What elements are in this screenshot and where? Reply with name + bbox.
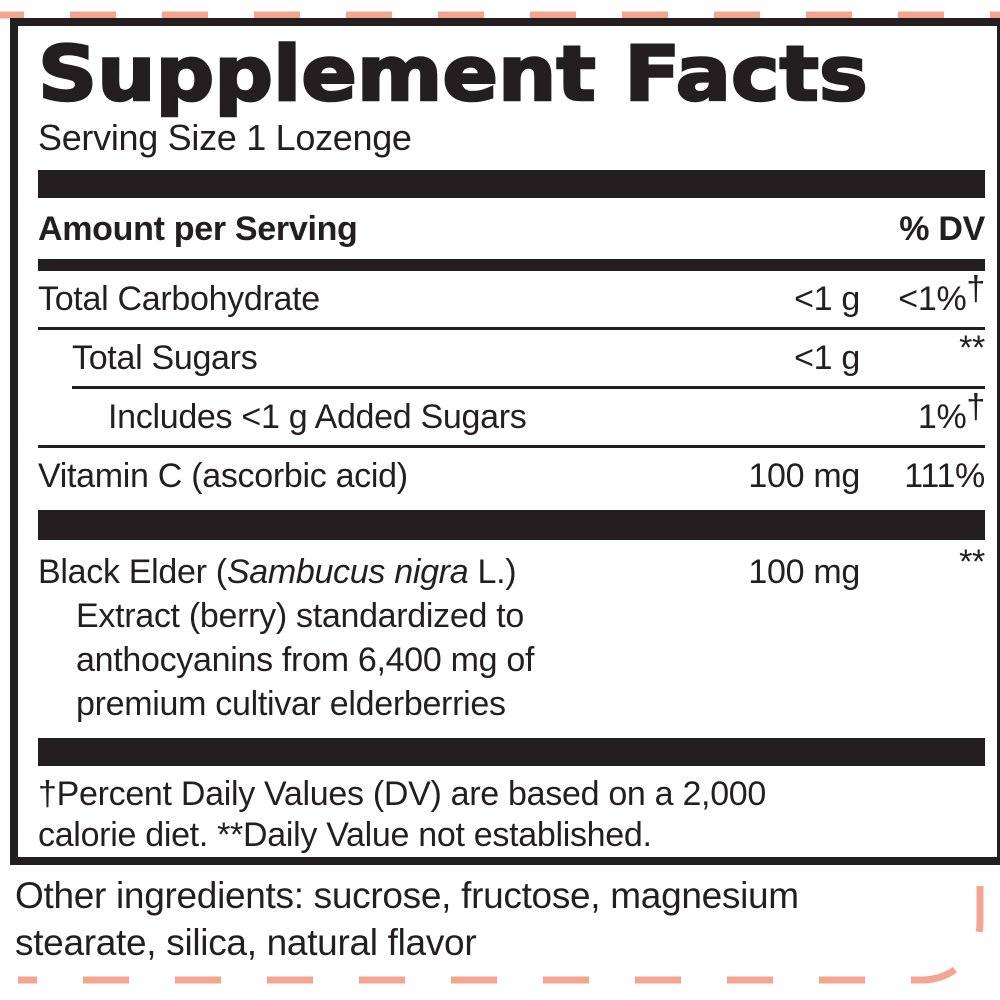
nutrient-amount: 100 mg	[748, 457, 860, 495]
nutrient-row: Total Sugars <1 g **	[38, 329, 985, 386]
nutrient-rows: Total Carbohydrate <1 g <1%† Total Sugar…	[38, 270, 985, 504]
botanical-latin-name: Sambucus nigra	[226, 553, 469, 591]
botanical-continuation-line: premium cultivar elderberries	[76, 685, 506, 723]
serving-size: Serving Size 1 Lozenge	[38, 117, 412, 158]
botanical-first-line: Black Elder (Sambucus nigra L.) 100 mg *…	[38, 543, 985, 594]
row-divider	[38, 445, 985, 448]
other-ingredients-line: Other ingredients: sucrose, fructose, ma…	[15, 875, 799, 916]
nutrient-dv: 111%	[904, 457, 985, 495]
supplement-facts-panel: Supplement Facts Serving Size 1 Lozenge …	[10, 18, 1000, 865]
botanical-continuation-line: anthocyanins from 6,400 mg of	[76, 641, 535, 679]
botanical-row: Black Elder (Sambucus nigra L.) 100 mg *…	[38, 540, 985, 726]
botanical-amount: 100 mg	[748, 553, 860, 591]
column-header-row: Amount per Serving % DV	[38, 198, 985, 259]
nutrient-row: Includes <1 g Added Sugars 1%†	[38, 388, 985, 445]
nutrient-name: Total Sugars	[72, 339, 258, 377]
separator-bar-header	[38, 259, 985, 271]
botanical-dv: **	[959, 543, 985, 582]
other-ingredients: Other ingredients: sucrose, fructose, ma…	[15, 872, 975, 966]
botanical-continuation: Extract (berry) standardized to anthocyan…	[38, 594, 985, 726]
botanical-name: Black Elder (Sambucus nigra L.)	[38, 553, 517, 591]
separator-bar-middle	[38, 510, 985, 540]
nutrient-dv: <1%†	[898, 270, 985, 318]
nutrient-row: Vitamin C (ascorbic acid) 100 mg 111%	[38, 448, 985, 504]
separator-bar-bottom	[38, 738, 985, 766]
nutrient-amount: <1 g	[794, 280, 860, 318]
nutrient-name: Vitamin C (ascorbic acid)	[38, 457, 408, 495]
nutrient-name: Includes <1 g Added Sugars	[108, 398, 527, 436]
percent-dv-header: % DV	[899, 210, 985, 248]
footnote: †Percent Daily Values (DV) are based on …	[38, 766, 985, 856]
botanical-continuation-line: Extract (berry) standardized to	[76, 597, 524, 635]
separator-bar-top	[38, 170, 985, 198]
nutrient-row: Total Carbohydrate <1 g <1%†	[38, 270, 985, 327]
footnote-line: calorie diet. **Daily Value not establis…	[38, 816, 652, 854]
row-divider	[72, 386, 985, 389]
nutrient-name: Total Carbohydrate	[38, 280, 320, 318]
amount-per-serving-header: Amount per Serving	[38, 210, 358, 248]
other-ingredients-line: stearate, silica, natural flavor	[15, 922, 477, 963]
row-divider	[38, 327, 985, 330]
nutrient-amount	[710, 398, 860, 436]
nutrient-dv: 1%†	[917, 388, 985, 436]
nutrient-dv: **	[959, 329, 985, 368]
nutrient-amount: <1 g	[794, 339, 860, 377]
panel-title: Supplement Facts	[37, 29, 869, 118]
footnote-line: †Percent Daily Values (DV) are based on …	[38, 775, 767, 813]
